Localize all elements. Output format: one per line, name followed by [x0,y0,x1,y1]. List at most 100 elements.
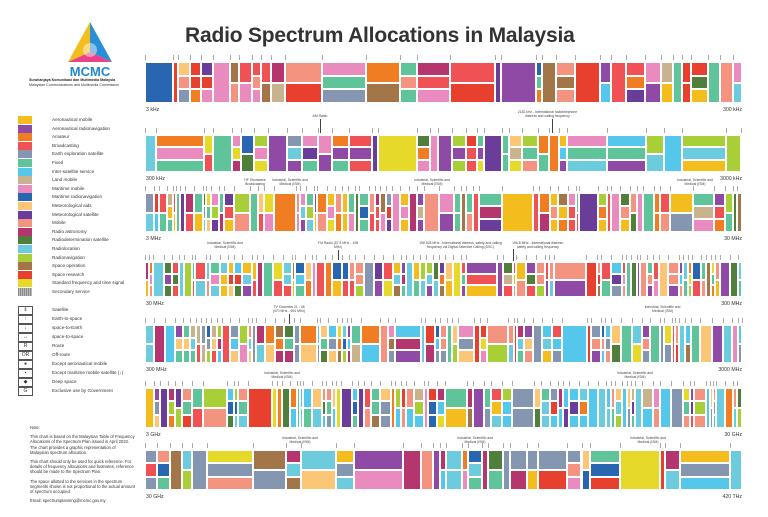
band-segment [711,325,723,363]
frequency-tick [619,186,621,191]
frequency-tick [664,318,666,323]
band-segment [597,219,608,232]
band-segment [540,388,551,402]
band-segment [237,388,248,402]
band-segment [174,337,183,351]
band-segment [579,388,589,402]
frequency-tick [403,443,405,448]
band-segment [425,262,433,274]
frequency-tick [233,381,235,386]
band-segment [435,325,441,338]
band-segment [438,285,445,297]
band-segment [581,470,591,490]
band-segment [700,325,712,363]
band-segment [649,325,660,363]
frequency-tick [392,255,394,260]
band-segment [652,262,660,280]
band-segment [621,273,626,286]
band-segment [626,75,646,90]
band-segment [399,89,418,103]
band-segment [176,193,181,232]
band-segment [167,388,176,402]
frequency-tick [210,186,212,191]
frequency-tick [659,318,661,323]
row-start-frequency: 300 MHz [146,367,167,373]
legend-item: Land mobile [18,176,148,185]
band-segment [724,193,733,213]
band-segment [642,193,654,232]
frequency-tick [678,318,680,323]
frequency-tick [466,128,468,133]
legend-symbol-icon: ● [18,360,33,369]
row-end-frequency: 420 THz [722,494,742,500]
band-segment [206,279,210,297]
band-segment [536,262,546,274]
legend-swatch [18,279,32,288]
frequency-tick [509,443,511,448]
band-segment [400,262,406,274]
band-segment [569,401,580,415]
band-segment [351,344,361,363]
legend-item: Meteorological satellite [18,210,148,220]
band-segment [512,388,535,408]
page-title: Radio Spectrum Allocations in Malaysia [185,24,575,47]
band-segment [331,408,337,428]
frequency-tick [596,255,598,260]
frequency-tick [716,381,718,386]
legend-symbol-item: R Route [18,342,148,351]
legend-label: Mobile [52,220,66,226]
frequency-tick [305,186,307,191]
legend-label: Broadcasting [52,142,79,148]
band-segment [652,388,661,408]
frequency-tick [646,255,648,260]
band-segment [690,89,709,103]
band-segment [222,325,231,363]
band-segment [337,337,342,351]
band-segment [240,135,254,154]
frequency-tick [481,443,483,448]
band-segment [374,279,384,297]
frequency-tick [216,318,218,323]
band-segment [579,414,589,428]
frequency-tick [637,186,639,191]
band-segment [181,414,193,428]
legend-item: Maritime radionavigation [18,193,148,202]
legend-item: Radiodetermination satellite [18,236,148,245]
legend-symbol-item: ↓ space-to-Earth [18,324,148,333]
band-segment [575,62,601,103]
frequency-tick [541,55,543,60]
frequency-tick [590,443,592,448]
band-segment [317,212,327,232]
band-segment [668,262,679,274]
legend-item: Fixed [18,159,148,168]
band-segment [210,325,217,338]
band-segment [263,262,273,297]
band-segment [395,388,402,408]
band-segment [328,350,338,363]
frequency-tick [336,381,338,386]
frequency-tick [357,381,359,386]
frequency-tick [202,381,204,386]
band-segment [465,193,474,213]
band-segment [227,285,235,297]
frequency-tick [363,381,365,386]
band-segment [611,344,622,363]
frequency-tick [251,318,253,323]
band-segment [715,262,721,280]
band-segment [713,414,717,428]
frequency-tick [462,443,464,448]
band-segment [261,82,272,103]
band-segment [251,279,258,297]
band-segment [600,279,611,297]
band-segment [226,388,234,402]
band-segment [538,135,550,154]
band-segment [272,279,284,297]
frequency-tick [179,255,181,260]
band-segment [722,325,732,363]
frequency-tick [253,443,255,448]
legend-label: space-to-space [52,334,84,339]
band-segment [296,388,301,428]
band-segment [178,75,191,90]
frequency-tick [713,381,715,386]
